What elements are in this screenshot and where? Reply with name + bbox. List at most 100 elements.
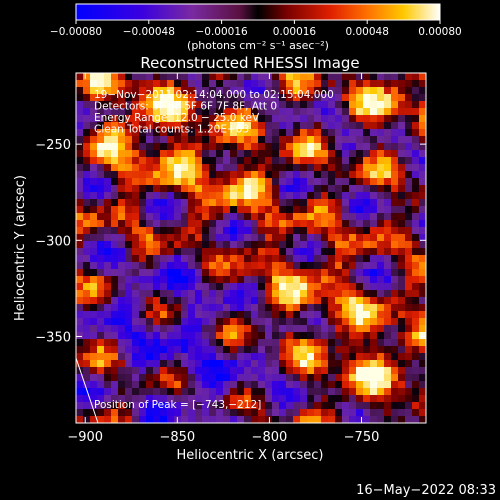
heatmap-cell bbox=[83, 367, 91, 375]
heatmap-cell bbox=[153, 381, 161, 389]
heatmap-cell bbox=[160, 409, 168, 417]
heatmap-cell bbox=[174, 199, 182, 207]
heatmap-cell bbox=[405, 220, 413, 228]
heatmap-cell bbox=[76, 213, 84, 221]
heatmap-cell bbox=[132, 409, 140, 417]
heatmap-cell bbox=[293, 325, 301, 333]
heatmap-cell bbox=[251, 94, 259, 102]
heatmap-cell bbox=[293, 353, 301, 361]
heatmap-cell bbox=[370, 115, 378, 123]
heatmap-cell bbox=[384, 157, 392, 165]
heatmap-cell bbox=[300, 213, 308, 221]
heatmap-cell bbox=[132, 164, 140, 172]
heatmap-cell bbox=[335, 122, 343, 130]
heatmap-cell bbox=[83, 409, 91, 417]
heatmap-cell bbox=[272, 409, 280, 417]
heatmap-cell bbox=[412, 150, 420, 158]
heatmap-cell bbox=[321, 101, 329, 109]
heatmap-cell bbox=[125, 311, 133, 319]
heatmap-cell bbox=[279, 150, 287, 158]
heatmap-cell bbox=[300, 115, 308, 123]
heatmap-cell bbox=[90, 206, 98, 214]
heatmap-cell bbox=[90, 192, 98, 200]
heatmap-cell bbox=[384, 115, 392, 123]
heatmap-cell bbox=[405, 206, 413, 214]
heatmap-cell bbox=[391, 360, 399, 368]
heatmap-cell bbox=[139, 269, 147, 277]
heatmap-cell bbox=[300, 73, 308, 81]
heatmap-cell bbox=[111, 150, 119, 158]
heatmap-cell bbox=[265, 262, 273, 270]
heatmap-cell bbox=[132, 192, 140, 200]
heatmap-cell bbox=[111, 297, 119, 305]
heatmap-cell bbox=[118, 227, 126, 235]
heatmap-cell bbox=[335, 332, 343, 340]
heatmap-cell bbox=[272, 115, 280, 123]
heatmap-cell bbox=[251, 395, 259, 403]
heatmap-cell bbox=[314, 220, 322, 228]
heatmap-cell bbox=[314, 143, 322, 151]
heatmap-cell bbox=[349, 409, 357, 417]
heatmap-cell bbox=[391, 255, 399, 263]
heatmap-cell bbox=[146, 248, 154, 256]
heatmap-cell bbox=[349, 157, 357, 165]
heatmap-cell bbox=[202, 311, 210, 319]
heatmap-cell bbox=[363, 374, 371, 382]
heatmap-cell bbox=[237, 199, 245, 207]
heatmap-cell bbox=[349, 374, 357, 382]
heatmap-cell bbox=[356, 339, 364, 347]
heatmap-cell bbox=[223, 269, 231, 277]
heatmap-cell bbox=[349, 213, 357, 221]
heatmap-cell bbox=[111, 381, 119, 389]
heatmap-cell bbox=[258, 234, 266, 242]
heatmap-cell bbox=[76, 269, 84, 277]
heatmap-cell bbox=[356, 269, 364, 277]
heatmap-cell bbox=[237, 262, 245, 270]
heatmap-cell bbox=[146, 395, 154, 403]
heatmap-cell bbox=[335, 416, 343, 424]
heatmap-cell bbox=[146, 297, 154, 305]
heatmap-cell bbox=[111, 241, 119, 249]
heatmap-cell bbox=[286, 213, 294, 221]
heatmap-cell bbox=[146, 220, 154, 228]
heatmap-cell bbox=[398, 381, 406, 389]
heatmap-cell bbox=[76, 416, 84, 424]
heatmap-cell bbox=[342, 206, 350, 214]
heatmap-cell bbox=[391, 115, 399, 123]
heatmap-cell bbox=[398, 332, 406, 340]
heatmap-cell bbox=[279, 276, 287, 284]
heatmap-cell bbox=[181, 108, 189, 116]
heatmap-cell bbox=[181, 374, 189, 382]
heatmap-cell bbox=[342, 304, 350, 312]
heatmap-cell bbox=[349, 234, 357, 242]
heatmap-cell bbox=[272, 248, 280, 256]
heatmap-cell bbox=[160, 164, 168, 172]
heatmap-cell bbox=[321, 339, 329, 347]
heatmap-cell bbox=[307, 346, 315, 354]
heatmap-cell bbox=[384, 311, 392, 319]
heatmap-cell bbox=[202, 80, 210, 88]
heatmap-cell bbox=[167, 339, 175, 347]
heatmap-cell bbox=[174, 129, 182, 137]
heatmap-cell bbox=[132, 381, 140, 389]
heatmap-cell bbox=[97, 297, 105, 305]
heatmap-cell bbox=[314, 318, 322, 326]
heatmap-cell bbox=[83, 332, 91, 340]
heatmap-cell bbox=[230, 192, 238, 200]
heatmap-cell bbox=[328, 402, 336, 410]
heatmap-cell bbox=[237, 73, 245, 81]
heatmap-cell bbox=[209, 80, 217, 88]
heatmap-cell bbox=[335, 367, 343, 375]
heatmap-cell bbox=[209, 241, 217, 249]
heatmap-cell bbox=[160, 178, 168, 186]
heatmap-cell bbox=[76, 339, 84, 347]
heatmap-cell bbox=[405, 213, 413, 221]
heatmap-cell bbox=[265, 269, 273, 277]
heatmap-cell bbox=[90, 388, 98, 396]
heatmap-cell bbox=[139, 339, 147, 347]
heatmap-cell bbox=[349, 360, 357, 368]
heatmap-cell bbox=[244, 353, 252, 361]
heatmap-cell bbox=[118, 171, 126, 179]
heatmap-cell bbox=[118, 311, 126, 319]
heatmap-cell bbox=[398, 311, 406, 319]
